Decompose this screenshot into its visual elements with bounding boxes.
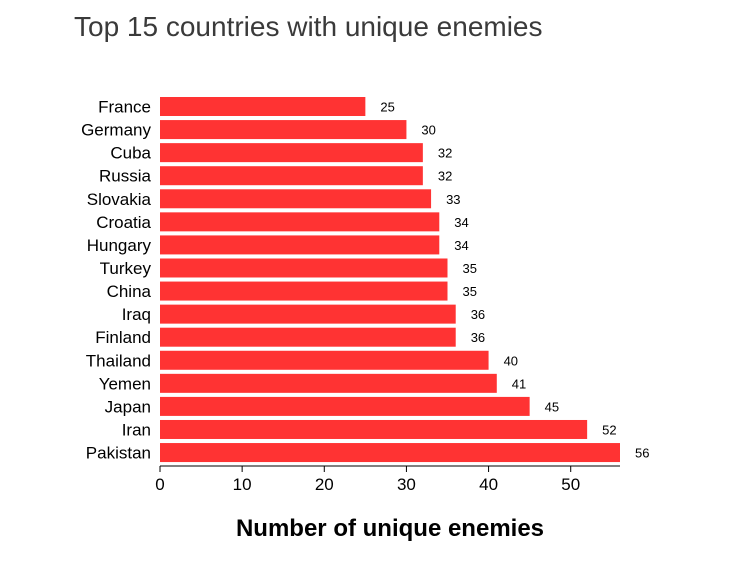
value-label-hungary: 34	[454, 238, 468, 253]
category-label-finland: Finland	[95, 328, 151, 347]
value-label-slovakia: 33	[446, 192, 460, 207]
value-label-croatia: 34	[454, 215, 468, 230]
category-label-hungary: Hungary	[87, 236, 152, 255]
category-label-slovakia: Slovakia	[87, 190, 152, 209]
category-label-iraq: Iraq	[122, 305, 151, 324]
bar-russia	[160, 166, 423, 186]
value-label-turkey: 35	[463, 261, 477, 276]
value-label-iraq: 36	[471, 307, 485, 322]
chart-title: Top 15 countries with unique enemies	[74, 11, 543, 42]
bar-hungary	[160, 235, 440, 255]
bar-france	[160, 97, 366, 116]
bar-germany	[160, 120, 407, 140]
bar-iraq	[160, 304, 456, 324]
category-label-turkey: Turkey	[100, 259, 152, 278]
value-label-yemen: 41	[512, 376, 526, 391]
bar-thailand	[160, 350, 489, 370]
value-label-finland: 36	[471, 330, 485, 345]
value-label-france: 25	[380, 100, 394, 115]
x-tick-label-0: 0	[155, 475, 164, 494]
x-axis: 0 10 20 30 40 50	[155, 465, 620, 494]
bar-turkey	[160, 258, 448, 278]
bar-cuba	[160, 143, 423, 163]
value-label-pakistan: 56	[635, 446, 649, 461]
category-label-china: China	[107, 282, 152, 301]
category-label-russia: Russia	[99, 167, 152, 186]
category-label-germany: Germany	[81, 121, 151, 140]
bar-croatia	[160, 212, 440, 232]
category-label-pakistan: Pakistan	[86, 444, 151, 463]
x-axis-label: Number of unique enemies	[235, 515, 545, 542]
category-label-japan: Japan	[105, 397, 151, 416]
value-label-germany: 30	[421, 123, 435, 138]
value-label-china: 35	[463, 284, 477, 299]
category-label-yemen: Yemen	[99, 374, 151, 393]
value-label-cuba: 32	[438, 146, 452, 161]
bar-finland	[160, 327, 456, 347]
x-tick-label-10: 10	[233, 475, 252, 494]
category-label-thailand: Thailand	[86, 351, 151, 370]
category-label-iran: Iran	[122, 420, 151, 439]
bars-layer	[160, 97, 620, 463]
x-tick-label-50: 50	[561, 475, 580, 494]
bar-pakistan	[160, 443, 620, 463]
bar-china	[160, 281, 448, 301]
value-label-iran: 52	[602, 422, 616, 437]
x-tick-label-20: 20	[315, 475, 334, 494]
category-label-croatia: Croatia	[96, 213, 151, 232]
bar-iran	[160, 419, 588, 439]
x-tick-label-30: 30	[397, 475, 416, 494]
bar-slovakia	[160, 189, 432, 209]
category-label-france: France	[98, 98, 151, 117]
bar-japan	[160, 396, 530, 416]
x-tick-label-40: 40	[479, 475, 498, 494]
value-label-russia: 32	[438, 169, 452, 184]
category-label-cuba: Cuba	[110, 144, 151, 163]
category-labels-layer: France Germany Cuba Russia Slovakia Croatia Hu…	[81, 98, 151, 463]
bar-yemen	[160, 373, 497, 393]
value-label-thailand: 40	[504, 353, 518, 368]
value-label-japan: 45	[545, 399, 559, 414]
